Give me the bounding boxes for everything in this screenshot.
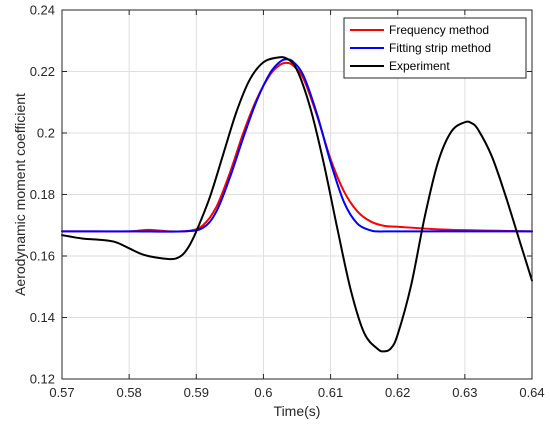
y-tick-label: 0.2 (37, 126, 55, 141)
y-tick-label: 0.18 (30, 187, 55, 202)
x-tick-label: 0.61 (318, 385, 343, 400)
y-tick-label: 0.14 (30, 310, 55, 325)
y-tick-label: 0.12 (30, 372, 55, 387)
x-tick-label: 0.57 (49, 385, 74, 400)
y-tick-label: 0.22 (30, 64, 55, 79)
y-axis-label: Aerodynamic moment coefficient (12, 93, 28, 296)
x-tick-label: 0.64 (519, 385, 544, 400)
y-tick-label: 0.16 (30, 249, 55, 264)
x-tick-label: 0.63 (452, 385, 477, 400)
legend: Frequency method Fitting strip method Expe… (343, 17, 527, 79)
legend-label-fitting-strip-method: Fitting strip method (389, 41, 491, 55)
x-axis-label: Time(s) (274, 403, 321, 419)
y-tick-label: 0.24 (30, 3, 55, 18)
axis-ticks: 0.57 0.58 0.59 0.6 0.61 0.62 0.63 0.64 0.12 0.14 0… (30, 3, 545, 401)
x-tick-label: 0.58 (116, 385, 141, 400)
x-tick-label: 0.6 (254, 385, 272, 400)
x-tick-label: 0.62 (385, 385, 410, 400)
legend-label-frequency-method: Frequency method (389, 23, 489, 37)
legend-label-experiment: Experiment (389, 59, 450, 73)
x-tick-label: 0.59 (184, 385, 209, 400)
series-line-fitting-strip-method (61, 58, 533, 233)
series-layer (61, 56, 533, 353)
series-line-experiment (61, 56, 533, 353)
